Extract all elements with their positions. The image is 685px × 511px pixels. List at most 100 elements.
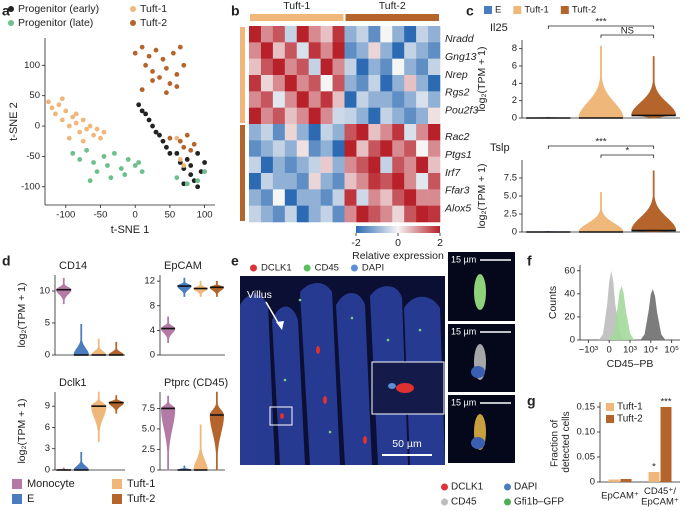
legend-swatch [606,415,614,423]
density-area [640,289,666,340]
heat-cell [260,189,274,206]
heat-cell [428,140,441,157]
villus [240,294,275,465]
heat-cell [416,107,429,125]
point [153,47,159,53]
legend-dot [303,264,311,272]
heat-cell [308,124,321,141]
heat-cell [392,42,405,59]
heat-cell [368,205,381,223]
heat-cell [272,140,286,157]
group-side-bar [240,27,245,123]
violin [578,192,624,233]
heat-cell [332,124,345,141]
violin [161,395,176,471]
colorbar-label: Relative expression [352,250,444,262]
point [77,129,83,135]
heat-cell [308,58,321,76]
heat-cell [392,189,405,206]
heat-cell [380,107,393,125]
violin [177,465,192,471]
point [84,126,90,132]
heat-cell [428,42,441,59]
heat-cell [404,173,417,190]
heat-cell [380,58,393,76]
y-tick-label: 8 [150,300,155,311]
point [153,129,159,135]
y-tick-label: 0 [590,477,595,488]
point [66,123,72,129]
legend-label: DCLK1 [261,263,292,274]
heat-cell [320,140,333,157]
heat-cell [260,140,274,157]
heat-cell [344,26,357,43]
legend-label: Tuft-2 [127,493,155,505]
heat-cell [296,91,309,108]
subplot-title: Ptprc (CD45) [164,377,228,389]
legend-label: CD45 [315,263,339,274]
heat-cell [320,75,333,92]
significance-label: NS [621,26,634,37]
point [184,181,190,187]
heat-cell [249,26,262,43]
gene-label: Gng13 [445,51,477,63]
legend-label: Monocyte [27,478,75,490]
heat-cell [428,107,441,125]
heat-cell [249,156,262,174]
heat-cell [284,205,298,223]
y-tick-label: 0 [45,350,50,361]
heat-cell [392,124,405,141]
x-tick-label: 10³ [623,345,637,356]
dclk1-cells [280,346,367,444]
point [139,44,145,50]
heat-cell [260,156,274,174]
heat-cell [392,107,405,125]
cell [386,338,390,342]
panel-label: f [527,253,532,269]
heat-cell [296,58,309,76]
villus-label: Villus [247,289,272,301]
heat-cell [416,26,429,43]
violin [91,391,107,442]
y-tick-label: 40 [564,288,575,299]
heat-cell [284,42,298,59]
heat-cell [356,173,369,190]
legend-swatch [484,6,492,14]
heat-cell [356,26,369,43]
cell [363,436,367,444]
group-bar [345,14,439,21]
group-label: Tuft-2 [379,0,406,12]
heat-cell [344,124,357,141]
point [167,81,173,86]
legend-dot [441,483,448,491]
heat-cell [428,58,441,76]
violin [108,341,124,356]
cell [280,413,284,419]
x-tick-label: 10⁵ [664,345,679,356]
legend-dot [504,483,511,491]
cell [350,316,354,320]
heat-cell [260,107,274,125]
heat-cell [296,124,309,141]
heat-cell [356,107,369,125]
legend-label: E [495,5,501,16]
cell [323,396,327,404]
cell-gfp [474,274,486,310]
point [73,120,79,126]
cell [316,346,320,354]
y-axis-label: t-SNE 2 [8,102,20,141]
point [202,160,207,165]
heat-cell [428,173,441,190]
gene-label: Pou2f3 [445,104,478,116]
point [46,99,51,105]
significance-label: * [625,146,629,157]
group-bar [250,14,344,21]
y-tick-label: 2 [512,95,517,106]
heat-cell [249,42,262,59]
y-tick-label: 7.5 [504,173,517,184]
y-tick-label: 100 [24,60,40,71]
legend-label: Tuft-1 [140,3,167,15]
colorbar [356,226,440,233]
point [49,105,55,111]
point [174,175,180,181]
